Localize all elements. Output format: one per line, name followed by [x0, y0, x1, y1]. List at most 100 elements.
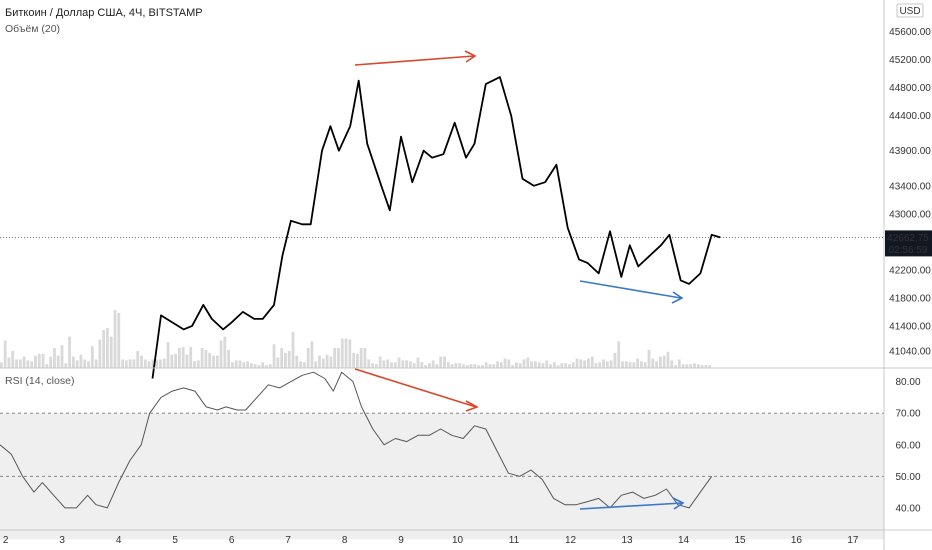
volume-bar — [537, 362, 541, 368]
volume-bar — [30, 361, 34, 368]
volume-bar — [598, 362, 602, 368]
volume-bar — [223, 336, 227, 368]
volume-bar — [272, 344, 276, 368]
volume-bar — [462, 364, 465, 368]
volume-bar — [590, 356, 594, 368]
volume-bar — [166, 342, 170, 368]
volume-bar — [257, 365, 261, 368]
volume-bar — [49, 356, 53, 368]
volume-bar — [488, 364, 492, 368]
volume-bar — [18, 359, 22, 368]
volume-bar — [109, 336, 113, 368]
volume-bar — [132, 359, 136, 368]
volume-bar — [155, 359, 159, 368]
time-tick-label: 4 — [116, 535, 122, 546]
volume-bar — [261, 362, 265, 368]
volume-bar — [624, 361, 628, 368]
volume-bar — [662, 355, 666, 368]
volume-bar — [249, 363, 253, 368]
currency-badge[interactable]: USD — [896, 3, 924, 18]
volume-bar — [212, 355, 215, 368]
volume-bar — [617, 341, 621, 368]
volume-bar — [609, 360, 613, 368]
rsi-tick-label: 70.00 — [895, 409, 920, 420]
volume-bar — [344, 338, 348, 368]
volume-bar — [253, 364, 257, 368]
volume-bar — [496, 361, 499, 368]
volume-bar — [568, 364, 571, 368]
volume-bar — [295, 355, 299, 368]
rsi-bullish-arrow — [579, 497, 685, 510]
volume-bar — [3, 340, 7, 368]
volume-bar — [632, 362, 636, 368]
volume-bar — [363, 348, 367, 368]
volume-bar — [90, 346, 94, 368]
volume-bar — [94, 359, 98, 368]
time-tick-label: 11 — [509, 535, 520, 546]
volume-bar — [45, 364, 49, 368]
volume-bar — [314, 361, 318, 368]
volume-bar — [337, 348, 340, 368]
volume-bar — [704, 365, 708, 368]
volume-bar — [143, 359, 147, 368]
volume-bar — [318, 355, 321, 368]
volume-bar — [128, 359, 132, 368]
volume-bar — [64, 363, 68, 368]
price-tick-label: 43900.00 — [889, 146, 931, 157]
volume-bar — [121, 359, 124, 368]
volume-bar — [302, 362, 306, 368]
volume-bar — [658, 356, 662, 368]
volume-bar — [484, 362, 488, 368]
volume-bar — [242, 362, 246, 368]
volume-bar — [685, 364, 689, 368]
price-tick-label: 43000.00 — [889, 209, 931, 220]
volume-bars — [0, 310, 711, 368]
volume-bar — [636, 358, 640, 368]
volume-bar — [287, 350, 291, 368]
volume-bar — [75, 360, 79, 368]
volume-bar — [435, 364, 439, 368]
volume-bar — [200, 348, 204, 368]
price-tick-label: 45200.00 — [889, 55, 931, 66]
volume-bar — [534, 361, 537, 368]
svg-text:02:56:59: 02:56:59 — [889, 245, 928, 256]
volume-bar — [443, 356, 446, 368]
price-tick-label: 41040.00 — [889, 347, 931, 358]
volume-bar — [670, 360, 674, 368]
volume-bar — [643, 362, 647, 368]
volume-bar — [503, 358, 507, 368]
time-tick-label: 9 — [398, 535, 404, 546]
volume-bar — [655, 361, 658, 368]
time-tick-label: 12 — [565, 535, 577, 546]
volume-bar — [374, 364, 378, 368]
volume-bar — [651, 358, 655, 368]
volume-bar — [465, 365, 469, 368]
volume-bar — [602, 359, 605, 368]
volume-bar — [174, 353, 177, 368]
volume-bar — [708, 365, 711, 368]
rsi-tick-label: 60.00 — [895, 440, 920, 451]
volume-bar — [420, 362, 424, 368]
volume-bar — [556, 365, 560, 368]
volume-bar — [83, 359, 87, 368]
volume-bar — [113, 310, 117, 368]
volume-bar — [68, 336, 71, 368]
volume-bar — [185, 354, 189, 368]
chart-title: Биткоин / Доллар США, 4Ч, BITSTAMP — [5, 7, 203, 19]
volume-bar — [56, 355, 60, 368]
rsi-indicator-label: RSI (14, close) — [5, 375, 74, 387]
volume-bar — [189, 347, 193, 368]
volume-bar — [0, 362, 3, 368]
volume-bar — [231, 362, 234, 368]
volume-bar — [499, 362, 503, 368]
annotation-arrows — [354, 50, 685, 510]
volume-bar — [439, 356, 443, 368]
volume-bar — [401, 360, 405, 368]
volume-bar — [594, 363, 598, 368]
volume-bar — [621, 361, 624, 368]
volume-bar — [367, 359, 371, 368]
volume-bar — [79, 354, 83, 368]
price-tick-label: 42200.00 — [889, 265, 931, 276]
volume-bar — [60, 345, 64, 368]
